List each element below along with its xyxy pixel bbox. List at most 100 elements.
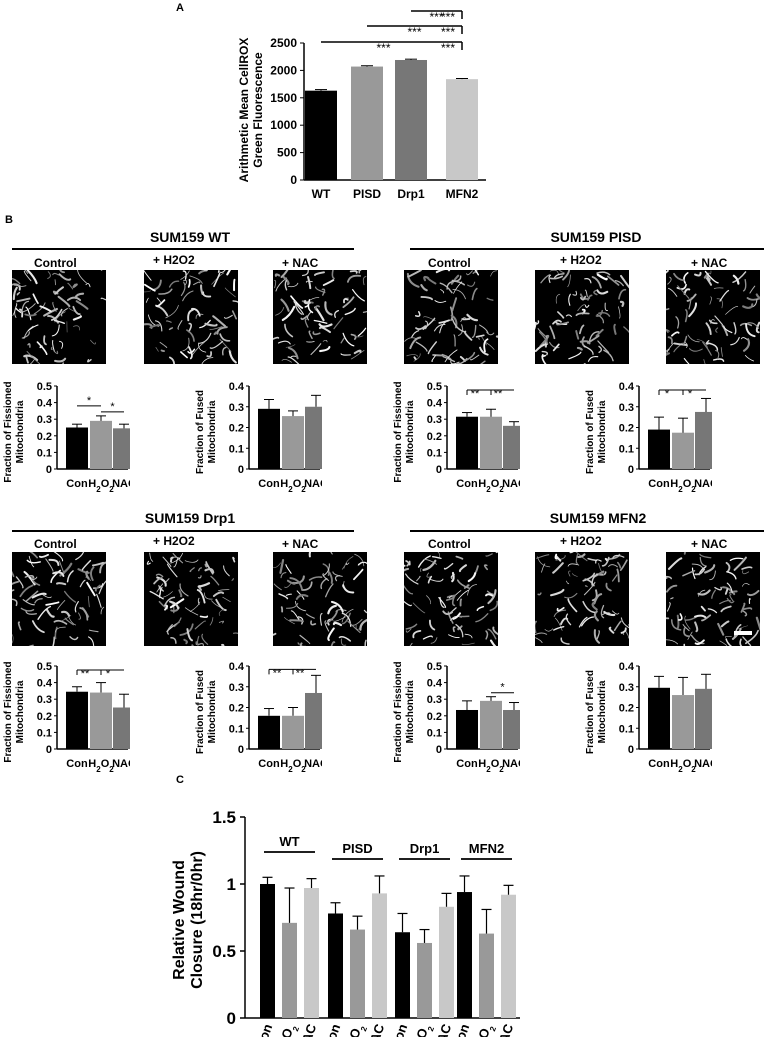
bar [446,79,478,180]
y-tick-label: 0 [46,744,52,756]
chart-pisd-fusion: 0 0.1 0.2 0.3 0.4 Fraction of Fused Mitochondr… [585,381,712,494]
y-tick-label: 0.3 [619,682,634,694]
micrograph-drp1-h2o2 [144,552,238,646]
significance-label: *** [429,10,443,24]
chart-mfn2-fusion: 0 0.1 0.2 0.3 0.4 Fraction of Fused Mitochondr… [585,661,712,774]
cond-h2o2-drp1: + H2O2 [153,534,195,548]
micrograph-texture [273,270,367,364]
bar [350,929,365,1018]
group-title-pisd: SUM159 PISD [550,229,642,245]
bar [305,692,322,749]
y-tick-label: 0.2 [229,703,244,715]
group-rule-wt [12,248,354,250]
x-tick-label: H2O2 [342,1021,369,1037]
micrograph-drp1-nac [273,552,367,646]
y-tick-label: 1500 [270,91,297,105]
scale-bar [734,631,752,635]
y-axis-label: Mitochondria [405,680,416,743]
bar [282,922,297,1018]
micrograph-texture [144,270,238,364]
cond-nac-pisd: + NAC [691,256,728,270]
y-axis-label: Fraction of Fissioned [3,381,14,482]
x-tick-label: Con [456,758,478,770]
micrograph-mfn2-control [404,552,498,646]
group-rule-drp1 [12,530,354,532]
micrograph-texture [404,552,498,646]
bar [648,687,670,749]
x-tick-label: NAC [502,758,520,770]
bar [695,688,712,749]
y-tick-label: 0.4 [619,381,635,393]
y-tick-label: 0.1 [37,447,52,459]
y-tick-label: 0 [628,464,634,476]
y-axis-label: Mitochondria [15,680,26,743]
cond-h2o2-wt: + H2O2 [153,253,195,267]
y-tick-label: 2500 [270,36,297,50]
y-axis-label: Mitochondria [15,400,26,463]
y-axis-label: Relative Wound [171,860,188,980]
micrograph-texture [12,270,106,364]
bar [503,425,520,469]
y-tick-label: 0.4 [619,661,635,673]
x-tick-label: NAC [112,478,130,490]
significance-label: *** [407,25,421,39]
x-tick-label: PISD [353,187,381,201]
micrograph-drp1-control [12,552,106,646]
chart-pisd-fission: 0 0.1 0.2 0.3 0.4 0.5 Fraction of Fissioned Mit… [393,381,520,494]
x-tick-label: H2O2 [280,478,306,494]
panel-label-b: B [5,214,13,226]
y-tick-label: 2000 [270,63,297,77]
y-tick-label: 0.2 [427,431,442,443]
y-tick-label: 0.4 [37,398,53,410]
bar [282,416,304,469]
bar [395,59,427,180]
significance-label: * [110,401,115,413]
group-label: Drp1 [410,841,440,856]
cond-nac-mfn2: + NAC [691,537,728,551]
bar [66,427,88,469]
y-axis-label: Fraction of Fused [585,390,596,474]
micrograph-mfn2-h2o2 [535,552,629,646]
significance-label: *** [441,41,455,55]
x-tick-label: NAC [694,478,712,490]
y-tick-label: 0.4 [427,678,443,690]
y-tick-label: 0.5 [427,381,442,393]
chart-mfn2-fission: 0 0.1 0.2 0.3 0.4 0.5 Fraction of Fissioned Mit… [393,661,520,774]
cond-nac-wt: + NAC [282,256,319,270]
y-tick-label: 0.3 [37,414,52,426]
group-rule-pisd [410,248,764,250]
x-tick-label: Con [648,758,670,770]
panel-a-cellrox-chart: 0 500 1000 1500 2000 2500 Arithmetic Mean Cell… [237,10,486,201]
y-tick-label: 0.5 [37,661,52,673]
significance-label: ** [296,667,305,679]
bar [372,893,387,1018]
cond-h2o2-mfn2: + H2O2 [560,534,602,548]
bar [501,894,516,1018]
cond-control-drp1: Control [34,537,77,551]
y-tick-label: 0.5 [427,661,442,673]
bar [479,933,494,1018]
group-label: MFN2 [469,841,504,856]
y-axis-label: Mitochondria [597,680,608,743]
significance-label: *** [376,41,390,55]
y-tick-label: 0.2 [427,711,442,723]
x-tick-label: H2O2 [274,1021,301,1037]
bar [113,707,130,749]
chart-drp1-fission: 0 0.1 0.2 0.3 0.4 0.5 Fraction of Fissioned Mit… [3,661,130,774]
y-tick-label: 0.1 [37,727,52,739]
bar [695,411,712,469]
y-tick-label: 0.3 [229,402,244,414]
y-tick-label: 0.1 [229,723,244,735]
x-tick-label: NAC [304,758,322,770]
bar [258,408,280,469]
y-tick-label: 0.4 [37,678,53,690]
x-tick-label: MFN2 [446,187,479,201]
x-tick-label: NAC [694,758,712,770]
y-tick-label: 0.2 [37,711,52,723]
y-axis-label: Mitochondria [597,400,608,463]
significance-label: * [106,668,111,680]
micrograph-mfn2-nac [666,552,760,646]
chart-drp1-fusion: 0 0.1 0.2 0.3 0.4 Fraction of Fused Mitochondr… [195,661,322,774]
significance-label: * [665,388,670,400]
x-tick-label: H2O2 [478,758,504,774]
